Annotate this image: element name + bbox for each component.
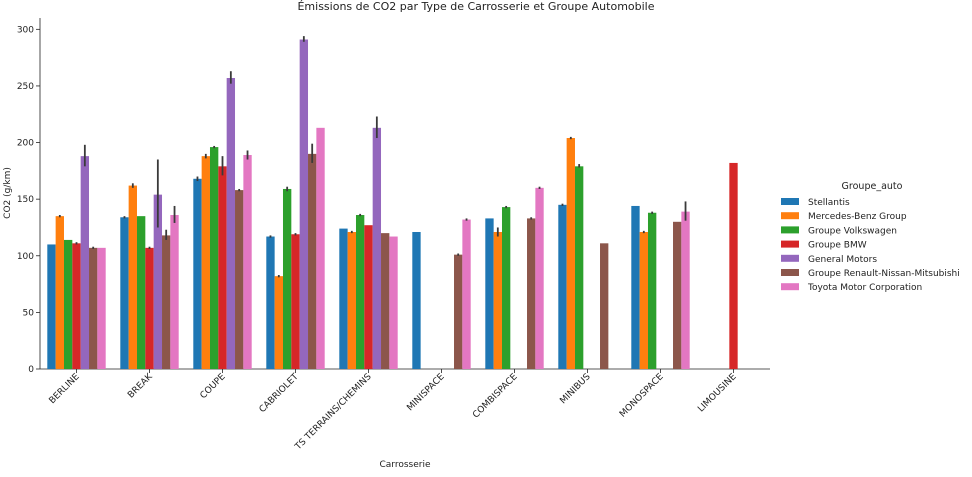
bar bbox=[291, 234, 300, 369]
bar bbox=[235, 190, 244, 369]
bar bbox=[170, 215, 179, 369]
bar bbox=[145, 247, 154, 369]
y-tick-label: 250 bbox=[17, 82, 34, 92]
legend: Groupe_auto Stellantis Mercedes-Benz Grou… bbox=[781, 181, 960, 293]
y-tick-label: 300 bbox=[17, 25, 34, 35]
bar bbox=[282, 188, 292, 369]
bar bbox=[274, 276, 283, 369]
bar bbox=[673, 221, 682, 369]
y-tick-label: 150 bbox=[17, 195, 34, 205]
bar bbox=[128, 185, 137, 369]
legend-label: Groupe Volkswagen bbox=[808, 226, 897, 236]
legend-swatch bbox=[781, 269, 799, 276]
y-tick-label: 200 bbox=[17, 139, 34, 149]
bar bbox=[574, 166, 584, 369]
bar bbox=[339, 228, 348, 369]
bar bbox=[462, 219, 471, 369]
legend-label: Mercedes-Benz Group bbox=[808, 212, 907, 222]
legend-title: Groupe_auto bbox=[842, 181, 903, 192]
legend-swatch bbox=[781, 283, 799, 291]
bar bbox=[209, 147, 219, 369]
bar bbox=[527, 218, 536, 369]
bar bbox=[372, 127, 382, 369]
y-tick-label: 0 bbox=[28, 365, 34, 375]
x-axis-label: Carrosserie bbox=[379, 460, 430, 470]
bar bbox=[80, 156, 90, 369]
bar bbox=[226, 78, 236, 369]
bar bbox=[72, 243, 81, 369]
bar bbox=[558, 204, 567, 369]
legend-label: Toyota Motor Corporation bbox=[807, 283, 922, 293]
bar bbox=[55, 216, 64, 369]
bar bbox=[647, 212, 657, 369]
legend-swatch bbox=[781, 226, 799, 234]
bar bbox=[566, 138, 575, 369]
bar bbox=[729, 162, 738, 369]
x-tick-label: MONOSPACE bbox=[618, 372, 666, 420]
bar bbox=[631, 205, 640, 369]
legend-label: Groupe BMW bbox=[808, 241, 867, 251]
bar bbox=[153, 194, 163, 369]
bar bbox=[193, 178, 202, 369]
bar bbox=[162, 235, 171, 369]
x-tick-label: LIMOUSINE bbox=[696, 372, 739, 415]
x-tick-label: BREAK bbox=[126, 371, 155, 400]
legend-swatch bbox=[781, 254, 799, 262]
legend-swatch bbox=[781, 212, 799, 220]
bar bbox=[266, 236, 275, 369]
bar bbox=[120, 217, 129, 369]
bar bbox=[97, 247, 106, 369]
bar bbox=[218, 166, 227, 369]
x-tick-label: MINIBUS bbox=[558, 372, 592, 406]
bar bbox=[316, 127, 325, 369]
bar bbox=[364, 225, 373, 369]
bar bbox=[501, 207, 511, 369]
chart-title: Émissions de CO2 par Type de Carrosserie… bbox=[297, 0, 654, 13]
legend-swatch bbox=[781, 198, 799, 205]
bar bbox=[243, 155, 252, 369]
x-tick-label: BERLINE bbox=[48, 372, 82, 406]
y-axis-label: CO2 (g/km) bbox=[3, 167, 13, 219]
bar bbox=[485, 218, 494, 369]
x-tick-label: MINISPACE bbox=[405, 372, 446, 413]
x-tick-label: COUPE bbox=[199, 372, 228, 401]
y-tick-label: 100 bbox=[17, 252, 34, 262]
bar bbox=[347, 231, 356, 369]
y-tick-label: 50 bbox=[23, 308, 35, 318]
legend-label: General Motors bbox=[808, 255, 877, 265]
x-tick-label: CABRIOLET bbox=[258, 372, 301, 415]
bar bbox=[681, 211, 690, 369]
plot-area: 0 50 100 150 200 250 300 BERLINE BREAK COUPE CABRI… bbox=[17, 18, 770, 453]
bar bbox=[201, 156, 210, 369]
bar bbox=[454, 254, 463, 369]
bar bbox=[493, 231, 502, 369]
bar bbox=[299, 39, 309, 369]
bar bbox=[389, 236, 398, 369]
bar bbox=[535, 187, 544, 369]
x-tick-label: TS TERRAINS/CHEMINS bbox=[293, 372, 374, 453]
bar bbox=[600, 243, 609, 369]
bar bbox=[381, 233, 390, 369]
bar bbox=[47, 244, 56, 369]
x-tick-label: COMBISPACE bbox=[471, 372, 520, 421]
bar bbox=[63, 239, 73, 369]
bar bbox=[412, 231, 421, 369]
bar bbox=[136, 216, 146, 369]
bar bbox=[308, 153, 317, 369]
legend-label: Groupe Renault-Nissan-Mitsubishi bbox=[808, 269, 960, 279]
bar bbox=[639, 231, 648, 369]
bar bbox=[355, 215, 365, 369]
bar bbox=[89, 247, 98, 369]
legend-label: Stellantis bbox=[808, 198, 850, 208]
legend-swatch bbox=[781, 240, 799, 248]
